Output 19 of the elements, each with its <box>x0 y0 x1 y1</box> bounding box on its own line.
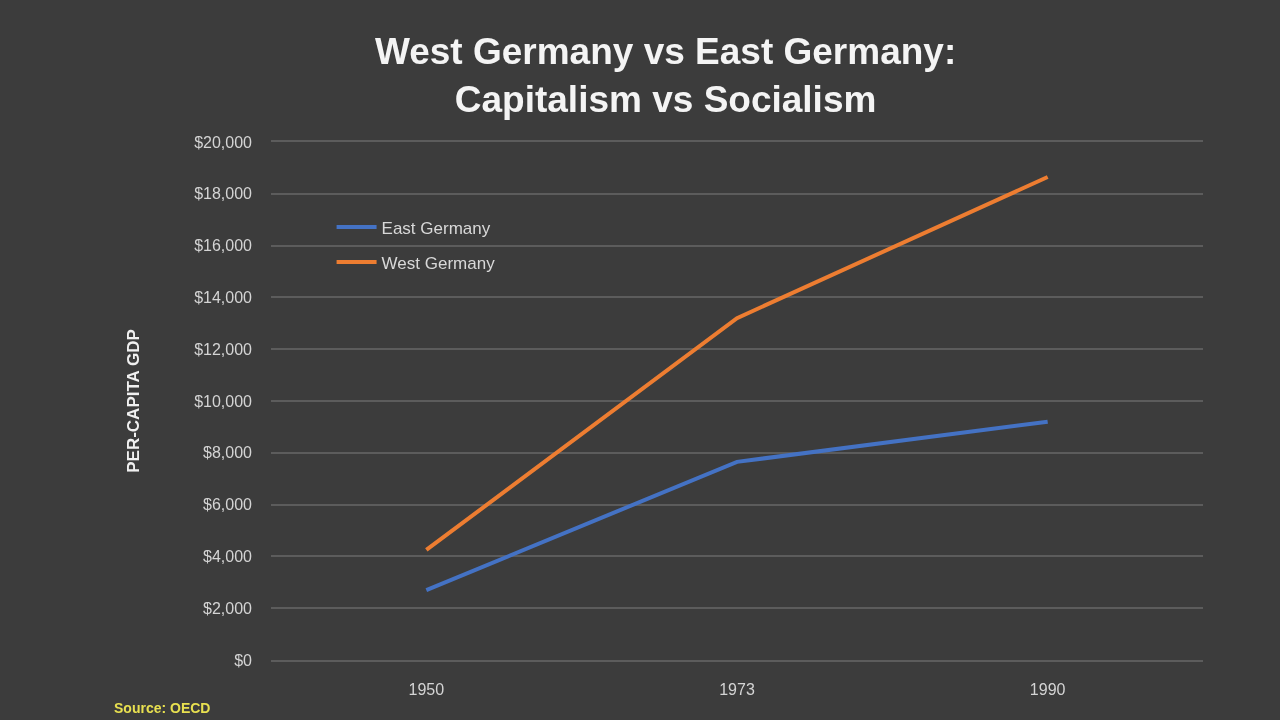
chart-title: West Germany vs East Germany: Capitalism vs Socialism <box>374 31 957 121</box>
y-tick-label: $0 <box>234 651 253 669</box>
x-tick-label: 1973 <box>719 680 755 698</box>
y-tick-label: $8,000 <box>203 444 253 462</box>
legend-label: West Germany <box>381 253 496 273</box>
y-tick-label: $16,000 <box>194 237 253 255</box>
y-tick-label: $10,000 <box>194 392 253 410</box>
y-tick-label: $2,000 <box>203 599 253 617</box>
source-note: Source: OECD <box>114 700 211 716</box>
y-tick-label: $20,000 <box>194 133 253 151</box>
y-tick-label: $12,000 <box>194 340 253 358</box>
y-axis-title: PER-CAPITA GDP <box>123 329 143 473</box>
y-tick-label: $4,000 <box>203 548 253 565</box>
x-tick-label: 1950 <box>408 680 445 698</box>
x-tick-label: 1990 <box>1029 680 1066 698</box>
y-tick-label: $6,000 <box>203 496 253 514</box>
y-tick-label: $14,000 <box>194 289 253 306</box>
legend-label: East Germany <box>381 218 491 238</box>
y-tick-label: $18,000 <box>194 185 253 203</box>
